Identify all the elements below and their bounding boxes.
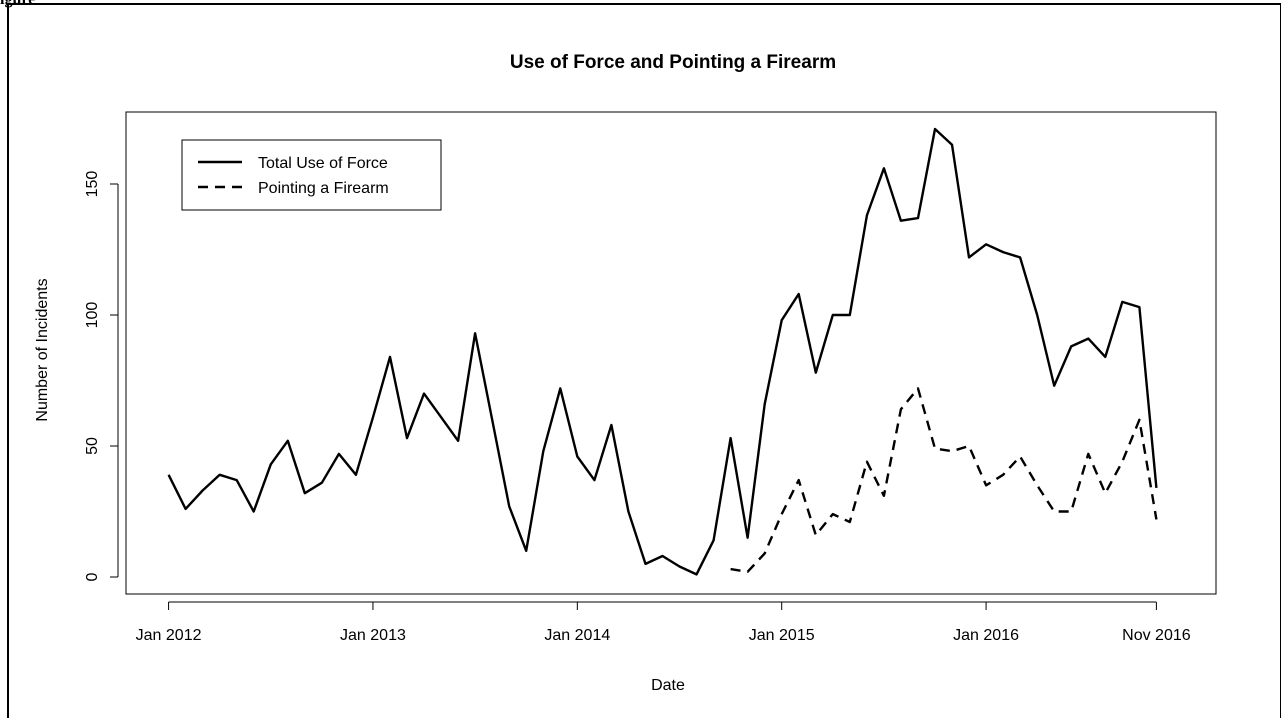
figure-frame — [7, 3, 1281, 718]
x-tick-label: Jan 2015 — [749, 627, 815, 644]
y-tick-label: 50 — [84, 437, 101, 455]
x-axis-label: Date — [651, 677, 685, 694]
legend-box — [181, 139, 442, 211]
y-tick-label: 150 — [84, 171, 101, 198]
x-tick-label: Jan 2016 — [953, 627, 1019, 644]
y-axis: 0 50 100 150 — [84, 171, 119, 581]
legend: Total Use of Force Pointing a Firearm — [181, 139, 442, 211]
x-axis: Jan 2012 Jan 2013 Jan 2014 Jan 2015 Jan 2016… — [136, 601, 1191, 644]
x-tick-label: Jan 2013 — [340, 627, 406, 644]
chart-title: Use of Force and Pointing a Firearm — [510, 52, 836, 73]
legend-label-pointing-a-firearm: Pointing a Firearm — [258, 180, 389, 197]
plot-area — [125, 111, 1217, 595]
series-layer — [167, 127, 1158, 576]
y-tick-label: 100 — [84, 302, 101, 329]
series-line-total-use-of-force — [167, 127, 1158, 576]
y-tick-label: 0 — [84, 572, 101, 581]
x-tick-label: Jan 2014 — [544, 627, 610, 644]
x-tick-label: Jan 2012 — [136, 627, 202, 644]
series-line-pointing-a-firearm — [730, 387, 1158, 573]
x-tick-label: Nov 2016 — [1122, 627, 1191, 644]
y-axis-label: Number of Incidents — [34, 278, 51, 421]
legend-label-total-use-of-force: Total Use of Force — [258, 155, 388, 172]
